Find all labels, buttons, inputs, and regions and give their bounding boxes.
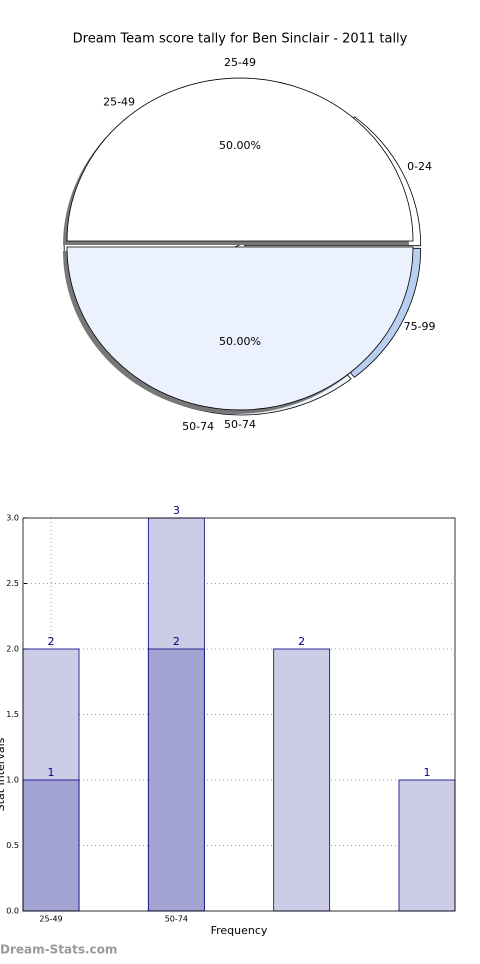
x-tick-label: 25-49 [39,915,62,924]
y-tick-label: 2.0 [6,645,19,654]
pie-slice [66,246,414,411]
bar-value: 3 [173,504,180,517]
y-tick-label: 1.5 [6,710,19,719]
slice-value: 50.00% [219,335,261,348]
slice-label: 0-24 [407,160,432,173]
bar [147,648,205,912]
bar [273,648,331,912]
pie-title: Dream Team score tally for Ben Sinclair … [73,32,408,47]
bar-value: 2 [173,635,180,648]
bar [398,779,456,912]
bar-value: 2 [298,635,305,648]
bar [22,779,80,912]
plot-frame [22,517,456,912]
pie-slice [66,77,414,242]
slice-label: 25-49 [103,96,135,109]
y-tick-label: 3.0 [6,514,19,523]
slice-label: 25-49 [224,56,256,69]
slice-label: 50-74 [224,418,256,431]
x-tick-label: 50-74 [165,915,188,924]
bar-value: 1 [48,766,55,779]
slice-label: 50-74 [182,420,214,433]
watermark: Dream-Stats.com [0,943,117,957]
x-axis-label: Frequency [211,924,268,937]
y-tick-label: 0.5 [6,841,19,850]
slice-value: 50.00% [219,139,261,152]
y-axis-label: Stat Intervals [0,737,7,811]
bar-value: 2 [48,635,55,648]
y-tick-label: 1.0 [6,776,19,785]
y-tick-label: 0.0 [6,907,19,916]
slice-label: 75-99 [404,320,436,333]
bar-value: 1 [424,766,431,779]
y-tick-label: 2.5 [6,579,19,588]
